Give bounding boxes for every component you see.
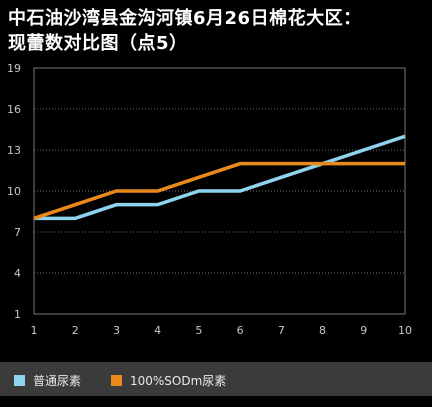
y-tick-label-1: 1: [14, 308, 21, 321]
legend: 普通尿素 100%SODm尿素: [0, 362, 432, 396]
legend-item-series-2: 100%SODm尿素: [111, 372, 226, 388]
legend-label-series-2: 100%SODm尿素: [130, 373, 227, 388]
legend-item-series-1: 普通尿素: [14, 372, 81, 388]
x-tick-label-5: 5: [195, 324, 202, 337]
line-chart: 1 4 7 10 13 16 19 1 2 3 4 5 6 7 8 9 10: [7, 62, 412, 337]
x-tick-label-6: 6: [237, 324, 244, 337]
x-tick-label-9: 9: [360, 324, 367, 337]
legend-swatch-series-1: [14, 374, 25, 386]
x-tick-label-3: 3: [113, 324, 120, 337]
y-tick-label-10: 10: [7, 185, 21, 198]
y-tick-label-16: 16: [7, 103, 21, 116]
legend-swatch-series-2: [111, 374, 122, 386]
chart-title: 中石油沙湾县金沟河镇6月26日棉花大区： 现蕾数对比图（点5）: [8, 6, 428, 56]
x-tick-label-10: 10: [398, 324, 412, 337]
y-tick-label-7: 7: [14, 226, 21, 239]
x-tick-label-2: 2: [72, 324, 79, 337]
title-line-1: 中石油沙湾县金沟河镇6月26日棉花大区：: [8, 8, 362, 29]
y-tick-label-4: 4: [14, 267, 21, 280]
x-tick-label-1: 1: [31, 324, 38, 337]
y-tick-label-19: 19: [7, 62, 21, 75]
title-line-2: 现蕾数对比图（点5）: [8, 33, 188, 54]
x-tick-label-7: 7: [278, 324, 285, 337]
x-tick-label-8: 8: [319, 324, 326, 337]
legend-label-series-1: 普通尿素: [33, 373, 82, 388]
x-tick-label-4: 4: [154, 324, 161, 337]
series-line-1: [34, 134, 406, 221]
series-line-2: [33, 161, 405, 220]
y-tick-label-13: 13: [7, 144, 21, 157]
